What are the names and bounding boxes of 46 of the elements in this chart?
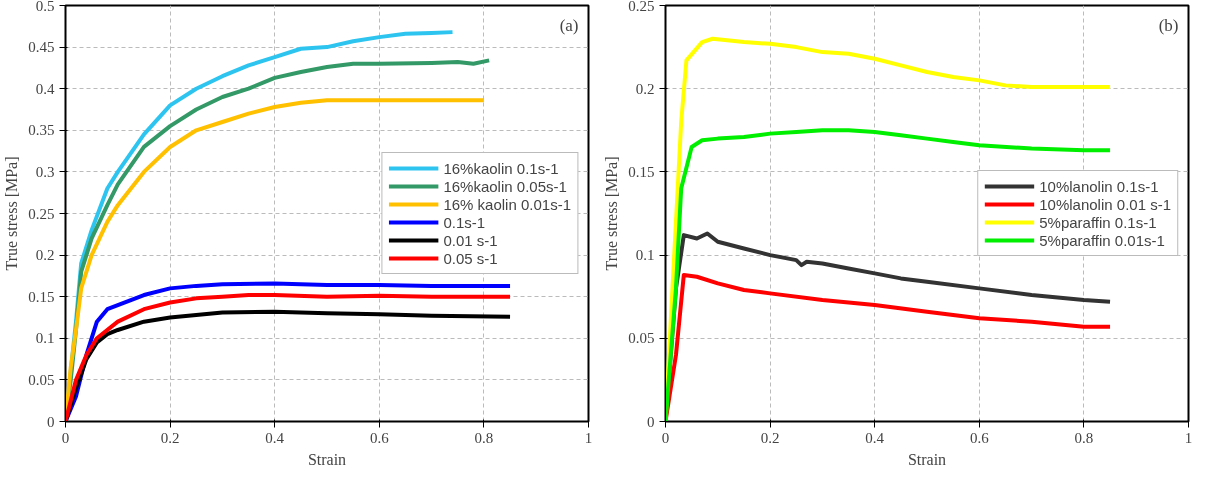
y-tick-label: 0.3 <box>35 163 55 180</box>
legend-label: 5%paraffin 0.01s-1 <box>1039 231 1165 249</box>
y-tick-label: 0.15 <box>28 288 55 305</box>
legend-label: 0.05 s-1 <box>443 249 498 267</box>
y-tick-label: 0.05 <box>28 371 55 388</box>
x-tick-label: 0.6 <box>969 429 990 446</box>
x-tick-label: 0.4 <box>265 429 285 446</box>
legend-label: 10%lanolin 0.01 s-1 <box>1039 195 1171 213</box>
y-tick-label: 0 <box>647 413 655 430</box>
x-tick-label: 0.2 <box>760 429 780 446</box>
y-tick-label: 0.2 <box>635 80 655 97</box>
x-tick-label: 0.8 <box>474 429 494 446</box>
y-axis-title: True stress [MPa] <box>603 156 621 271</box>
x-tick-label: 0.8 <box>1074 429 1094 446</box>
legend-label: 10%lanolin 0.1s-1 <box>1039 177 1159 195</box>
legend-label: 0.1s-1 <box>443 213 486 231</box>
y-tick-label: 0.2 <box>35 247 55 264</box>
y-tick-label: 0.4 <box>35 80 55 97</box>
annotation: (b) <box>1158 15 1179 35</box>
legend-label: 16%kaolin 0.1s-1 <box>443 159 559 177</box>
y-tick-label: 0 <box>47 413 55 430</box>
y-tick-label: 0.25 <box>28 205 55 222</box>
x-axis-title: Strain <box>307 450 347 468</box>
y-tick-label: 0.1 <box>35 330 55 347</box>
x-tick-label: 1 <box>1184 429 1193 446</box>
annotation: (a) <box>559 15 579 35</box>
y-tick-label: 0.25 <box>628 0 655 14</box>
legend-label: 16%kaolin 0.05s-1 <box>443 177 567 195</box>
x-tick-label: 0.6 <box>369 429 390 446</box>
y-tick-label: 0.45 <box>28 39 55 56</box>
x-tick-label: 0.2 <box>160 429 180 446</box>
x-tick-label: 1 <box>584 429 593 446</box>
line-series <box>665 128 1113 422</box>
x-tick-label: 0 <box>61 429 70 446</box>
y-tick-label: 0.35 <box>28 122 55 139</box>
y-tick-label: 0.1 <box>635 247 655 264</box>
y-tick-label: 0.15 <box>628 163 655 180</box>
legend-label: 16% kaolin 0.01s-1 <box>443 195 571 213</box>
legend-label: 0.01 s-1 <box>443 231 498 249</box>
legend-label: 5%paraffin 0.1s-1 <box>1039 213 1157 231</box>
x-tick-label: 0.4 <box>865 429 885 446</box>
y-axis-title: True stress [MPa] <box>3 156 21 271</box>
y-tick-label: 0.5 <box>35 0 55 14</box>
x-tick-label: 0 <box>661 429 670 446</box>
x-axis-title: Strain <box>907 450 947 468</box>
y-tick-label: 0.05 <box>628 330 655 347</box>
